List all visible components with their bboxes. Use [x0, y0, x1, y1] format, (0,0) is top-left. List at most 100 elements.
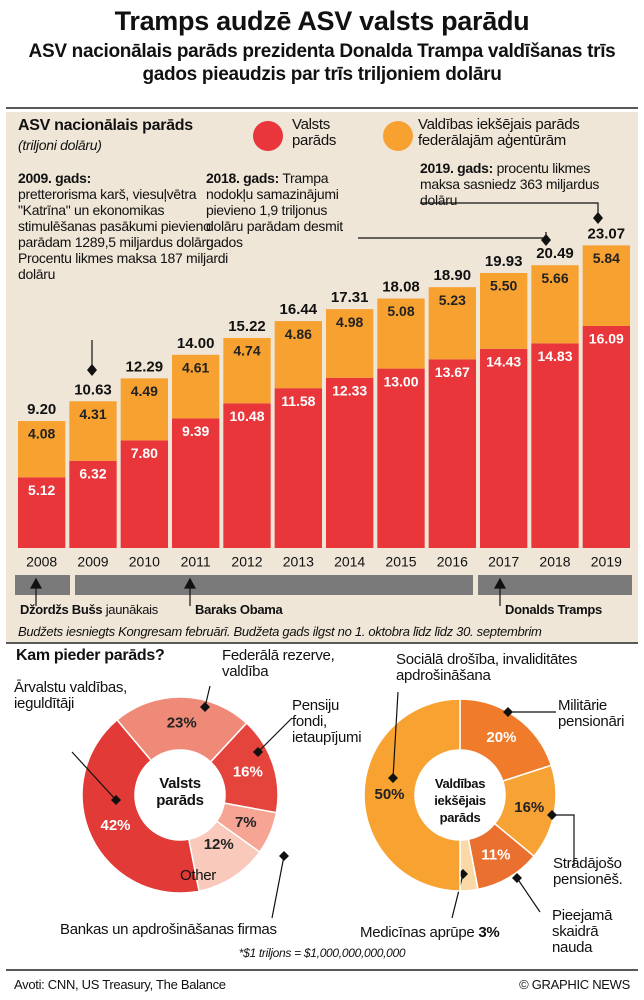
annotation: 2009. gads: pretterorisma karš, viesuļvēt… — [18, 170, 240, 282]
annotation-label: 2018. gads: — [206, 170, 279, 186]
annotation-label: 2019. gads: — [420, 160, 493, 176]
x-tick-label: 2010 — [129, 554, 160, 570]
value-label: 5.12 — [28, 482, 55, 498]
value-label: 5.50 — [490, 278, 517, 294]
slice-label: Militārie pensionāri — [558, 697, 625, 730]
value-label: 16% — [514, 799, 544, 816]
value-label: 12% — [204, 836, 234, 853]
bar-segment — [69, 401, 117, 461]
value-label: 6.32 — [79, 465, 106, 481]
bar-segment — [326, 377, 374, 548]
president-name: Donalds Tramps — [505, 602, 602, 617]
bar-segment — [377, 298, 425, 369]
slice-label: Bankas un apdrošināšanas firmas — [60, 921, 277, 938]
x-tick-label: 2014 — [334, 554, 365, 570]
bar-segment — [428, 287, 476, 360]
term-bar — [75, 575, 473, 595]
section-title: Kam pieder parāds? — [16, 647, 165, 664]
leader-diamond — [253, 747, 263, 757]
title: Tramps audzē ASV valsts parādu — [114, 6, 530, 36]
slice-label: Sociālā drošība, invaliditātes apdrošinā… — [396, 651, 578, 684]
value-label: 10.48 — [229, 408, 264, 424]
slice-label: Strādājošo pensionēš. — [553, 855, 623, 888]
bar-segment — [531, 265, 579, 344]
pie-slice — [363, 698, 461, 892]
value-label: 3% — [478, 924, 500, 941]
total-label: 18.90 — [434, 267, 472, 284]
president-label: Džordžs Bušs jaunākais — [20, 602, 158, 618]
total-label: 12.29 — [126, 358, 164, 375]
pie-hole — [417, 752, 503, 838]
source: Avoti: CNN, US Treasury, The Balance — [14, 977, 226, 992]
value-label: 14.83 — [537, 348, 572, 364]
leader-line — [516, 877, 541, 913]
pie-slice — [115, 696, 248, 764]
term-arrows — [29, 577, 507, 606]
subtitle: ASV nacionālais parāds prezidenta Donald… — [28, 41, 616, 85]
term-bar — [478, 575, 632, 595]
bar-segment — [274, 321, 322, 389]
legend-label: Valsts parāds — [292, 116, 337, 149]
value-label: 5.08 — [387, 303, 414, 319]
leader-diamond — [111, 795, 121, 805]
value-label: 13.00 — [383, 373, 418, 389]
value-label: 4.61 — [182, 360, 209, 376]
value-label: 4.49 — [131, 383, 158, 399]
value-label: 20% — [486, 729, 516, 746]
x-tick-label: 2012 — [231, 554, 262, 570]
slice-label: Other — [179, 867, 216, 884]
x-tick-label: 2011 — [181, 554, 211, 570]
bar-segment — [18, 477, 66, 548]
total-label: 9.20 — [27, 401, 56, 418]
bar-segment — [480, 348, 528, 548]
value-label: 7.80 — [131, 445, 158, 461]
annotation-text: Trampa nodokļu samazinājumi pievieno 1,9… — [206, 170, 343, 250]
bar-segment — [223, 337, 271, 404]
annotation-diamonds — [87, 212, 603, 376]
leader-line — [451, 873, 464, 919]
credit: © GRAPHIC NEWS — [519, 977, 630, 992]
annotation-text: procentu likmes maksa sasniedz 363 milja… — [420, 160, 600, 208]
leader-diamond — [512, 873, 522, 883]
leader-diamond — [200, 702, 210, 712]
x-tick-label: 2008 — [26, 554, 57, 570]
total-label: 14.00 — [177, 335, 215, 352]
pie-hole — [137, 752, 223, 838]
x-tick-label: 2019 — [591, 554, 622, 570]
annotation-text: pretterorisma karš, viesuļvētra "Katrīna… — [18, 186, 228, 282]
bar-segment — [582, 245, 630, 326]
slice-label: Ārvalstu valdības, ieguldītāji — [14, 679, 127, 712]
bar-segment — [172, 418, 220, 548]
president-name: Džordžs Bušs — [20, 602, 103, 617]
leader-diamond — [547, 810, 557, 820]
value-label: 13.67 — [435, 364, 470, 380]
total-label: 20.49 — [536, 245, 574, 262]
legend-swatch — [253, 121, 283, 151]
value-label: 23% — [167, 714, 197, 731]
bar-segment — [274, 388, 322, 548]
total-label: 19.93 — [485, 253, 523, 270]
bar-segment — [428, 359, 476, 548]
bar-segment — [120, 378, 168, 441]
value-label: 5.84 — [593, 250, 620, 266]
pie-center-label: Valsts parāds — [156, 775, 204, 809]
value-label: 4.98 — [336, 314, 363, 330]
legend-swatch — [383, 121, 413, 151]
annotation: 2018. gads: Trampa nodokļu samazinājumi … — [206, 170, 356, 250]
president-note: jaunākais — [105, 602, 159, 617]
value-label: 42% — [101, 817, 131, 834]
value-label: 4.31 — [79, 406, 106, 422]
budget-note: Budžets iesniegts Kongresam februārī. Bu… — [18, 624, 542, 639]
bar-unit: (triljoni dolāru) — [18, 137, 102, 153]
total-label: 23.07 — [588, 225, 626, 242]
bar-segment — [377, 368, 425, 548]
x-tick-label: 2017 — [488, 554, 519, 570]
total-label: 16.44 — [280, 301, 318, 318]
bar-segment — [223, 403, 271, 548]
pie-center-label: Valdības iekšējais parāds — [434, 776, 486, 825]
value-label: 5.66 — [541, 270, 568, 286]
value-label: 16.09 — [589, 331, 624, 347]
leader-line — [271, 855, 285, 919]
slice-label: Medicīnas aprūpe 3% — [360, 924, 500, 941]
